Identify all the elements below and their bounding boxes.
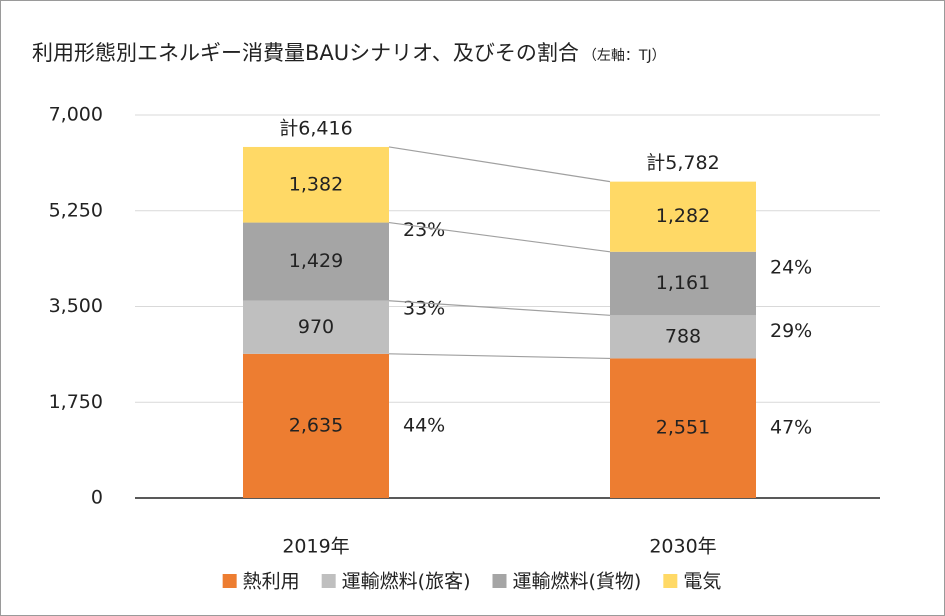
connector-line <box>388 221 611 253</box>
y-tick-label: 5,250 <box>49 199 103 221</box>
bar-segment <box>610 315 756 359</box>
percent-label: 44% <box>403 414 445 436</box>
percent-label: 33% <box>403 297 445 319</box>
total-label: 計6,416 <box>279 117 352 139</box>
percent-label: 23% <box>403 219 445 241</box>
bar-segment <box>243 146 389 223</box>
y-tick-label: 1,750 <box>49 391 103 413</box>
percent-label: 29% <box>770 320 812 342</box>
chart-title: 利用形態別エネルギー消費量BAUシナリオ、及びその割合 <box>32 41 579 65</box>
connector-line <box>388 300 611 316</box>
connector-line <box>388 353 611 360</box>
y-tick-label: 3,500 <box>49 295 103 317</box>
x-tick-label: 2019年 <box>282 536 349 558</box>
y-tick-label: 0 <box>91 487 103 509</box>
value-label: 1,161 <box>656 272 710 294</box>
value-label: 970 <box>298 316 334 338</box>
y-tick-label: 7,000 <box>49 104 103 126</box>
bar-segment <box>243 300 389 354</box>
legend-label: 運輸燃料(貨物) <box>513 571 642 593</box>
chart-subtitle: （左軸：TJ） <box>583 48 666 64</box>
legend-label: 熱利用 <box>243 571 300 593</box>
legend-swatch <box>222 574 237 588</box>
bar-segment <box>243 353 389 498</box>
x-tick-label: 2030年 <box>649 536 716 558</box>
connector-line <box>388 146 611 183</box>
bar-segment <box>610 181 756 252</box>
value-label: 1,282 <box>656 205 710 227</box>
legend-label: 電気 <box>683 571 721 593</box>
value-label: 1,429 <box>289 250 343 272</box>
value-label: 2,635 <box>289 414 343 436</box>
value-label: 1,382 <box>289 173 343 195</box>
value-label: 2,551 <box>656 417 710 439</box>
bar-segment <box>610 358 756 498</box>
legend-swatch <box>492 574 507 588</box>
legend-swatch <box>321 574 336 588</box>
percent-label: 24% <box>770 256 812 278</box>
total-label: 計5,782 <box>646 152 719 174</box>
legend-label: 運輸燃料(旅客) <box>342 571 471 593</box>
legend-swatch <box>663 574 678 588</box>
bar-segment <box>243 222 389 301</box>
bar-segment <box>610 251 756 316</box>
value-label: 788 <box>665 325 701 347</box>
percent-label: 47% <box>770 417 812 439</box>
